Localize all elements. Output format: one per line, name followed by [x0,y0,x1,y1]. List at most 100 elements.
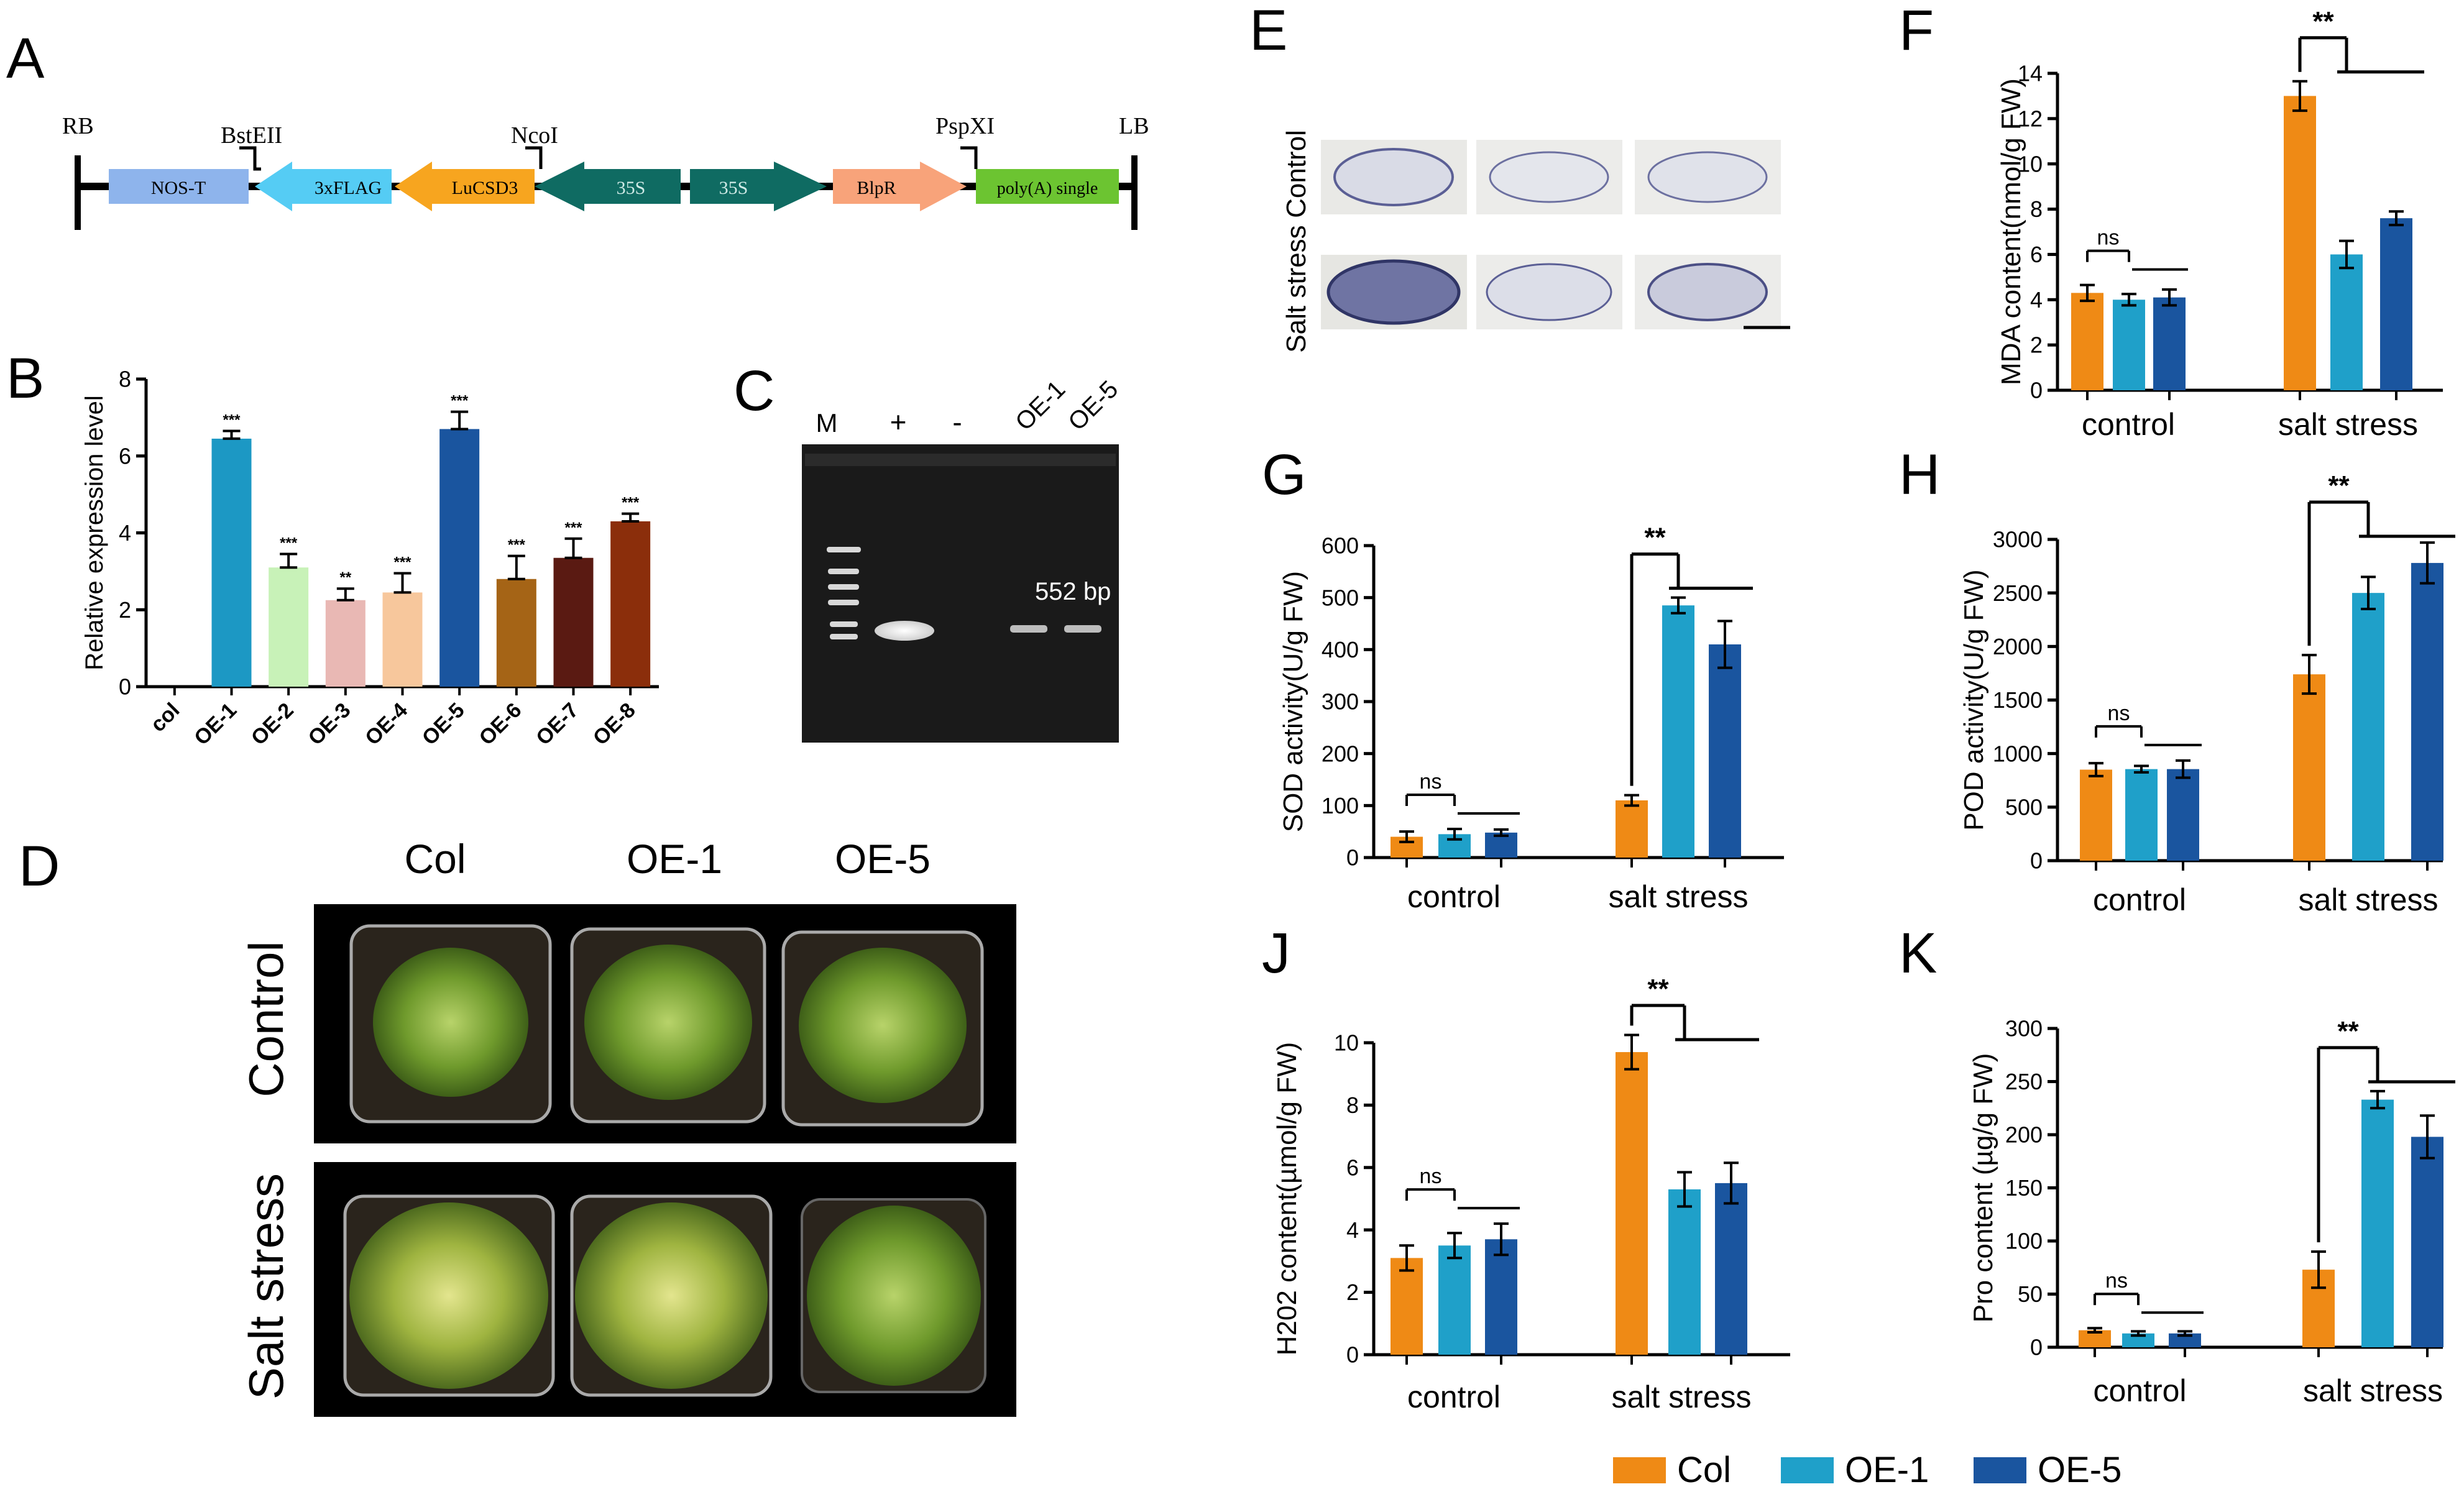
sig-label: ** [1647,974,1669,1004]
sig-label: ** [2337,1016,2359,1046]
bar [2113,300,2145,390]
gel-band-positive [875,621,934,641]
gel-band-oe1 [1010,625,1047,633]
bar [1391,1258,1423,1355]
plant-control-oe5 [799,948,967,1103]
y-tick-label: 3000 [1993,527,2043,552]
segment-nos-t [109,169,249,204]
bar [1438,1245,1471,1355]
x-tick-label: OE-3 [304,698,356,750]
bar [2352,593,2384,861]
bar [1616,1052,1648,1355]
site-label-pspxi: PspXI [935,113,995,139]
photo-col-label-oe1: OE-1 [627,836,722,882]
y-tick-label: 0 [1346,845,1359,871]
plant-control-col [373,948,528,1097]
sig-label: ** [1644,523,1666,553]
bar [1485,1239,1517,1355]
y-tick-label: 6 [119,443,131,469]
chart-expression: 0 2 4 6 8 Relative expression level col *** OE-1… [81,367,659,750]
x-tick-label: OE-2 [247,698,298,750]
panel-letter-b: B [6,347,44,410]
plant-salt-col [349,1202,548,1389]
photo-row-label-salt: Salt stress [239,1173,293,1399]
significance-label: ** [339,569,351,586]
significance-label: *** [508,537,526,554]
y-tick-label: 8 [2030,196,2043,222]
leaf-stained [1489,151,1609,203]
site-label-bsteii: BstEII [221,122,282,149]
legend-label-col: Col [1677,1450,1731,1490]
bar [2380,218,2412,390]
sig-label: ** [2328,470,2350,501]
y-tick-label: 2000 [1993,634,2043,659]
panel-letter-a: A [6,27,45,90]
bar [1709,644,1741,858]
segment-lucsd3 [395,162,535,211]
bar [439,429,480,687]
gel-lane-label-minus: - [952,406,962,438]
x-tick-label: OE-4 [361,698,412,750]
gel-ladder [827,547,861,639]
y-tick-label: 2 [2030,332,2043,358]
gel-band-size-label: 552 bp [1035,578,1111,605]
gel-lane-label-oe1: OE-1 [1010,375,1070,436]
segment-label-polya: poly(A) single [997,179,1098,198]
legend-swatch-col [1613,1457,1666,1483]
leaf-stained [1333,148,1454,206]
panel-letter-d: D [19,835,60,898]
site-marker-bsteii [239,146,261,171]
chart-pro: 0 50 100 150 200 250 300 Pro content (µg/g FW) c… [1968,1016,2455,1408]
bar [2361,1099,2394,1347]
significance-label: *** [393,554,411,570]
y-tick-label: 400 [1322,637,1359,662]
site-label-ncoi: NcoI [511,122,558,149]
significance-label: *** [622,495,640,511]
bar [2169,1333,2201,1347]
plant-control-oe1 [584,945,752,1100]
leaf-stained [1326,259,1461,325]
significance-label: *** [564,520,582,536]
y-tick-label: 10 [1334,1030,1359,1056]
ns-label: ns [1420,770,1442,794]
y-tick-label: 300 [1322,689,1359,715]
bar [382,592,423,687]
y-tick-label: 1000 [1993,741,2043,766]
y-tick-label: 0 [119,674,131,700]
y-tick-label: 0 [1346,1342,1359,1368]
y-tick-label: 2 [1346,1280,1359,1305]
construct-map: RB LB NOS-T 3xFLAG LuCSD3 35S 35S BlpR p… [62,113,1149,230]
y-tick-label: 1500 [1993,687,2043,713]
x-category-label: salt stress [2303,1373,2443,1408]
bar [2284,96,2316,390]
y-tick-label: 4 [1346,1217,1359,1243]
bar [269,567,309,687]
significance-label: *** [223,412,241,429]
ns-label: ns [1420,1165,1442,1188]
bar [325,600,365,687]
bar [1668,1189,1701,1355]
y-tick-label: 2500 [1993,580,2043,606]
y-tick-label: 500 [2005,794,2043,820]
segment-35s-right [690,162,827,211]
x-category-label: control [2082,407,2175,442]
bar [2153,297,2186,390]
significance-label: *** [280,535,298,552]
y-tick-label: 200 [1322,741,1359,766]
panel-letter-j: J [1262,922,1290,985]
y-axis-label: SOD activity(U/g FW) [1278,571,1308,832]
segment-35s-left [535,162,681,211]
y-tick-label: 12 [2018,106,2043,131]
y-axis-label: H202 content(µmol/g FW) [1272,1042,1302,1356]
y-tick-label: 50 [2018,1281,2043,1307]
legend-swatch-oe1 [1781,1457,1834,1483]
gel-lane-label-plus: + [890,406,907,438]
x-category-label: control [1407,879,1501,914]
legend-label-oe1: OE-1 [1845,1450,1929,1490]
y-axis-label: POD activity(U/g FW) [1959,569,1989,830]
y-axis-label: Pro content (µg/g FW) [1968,1053,1998,1323]
photo-col-label-col: Col [404,836,466,882]
segment-label-nos-t: NOS-T [151,178,206,198]
